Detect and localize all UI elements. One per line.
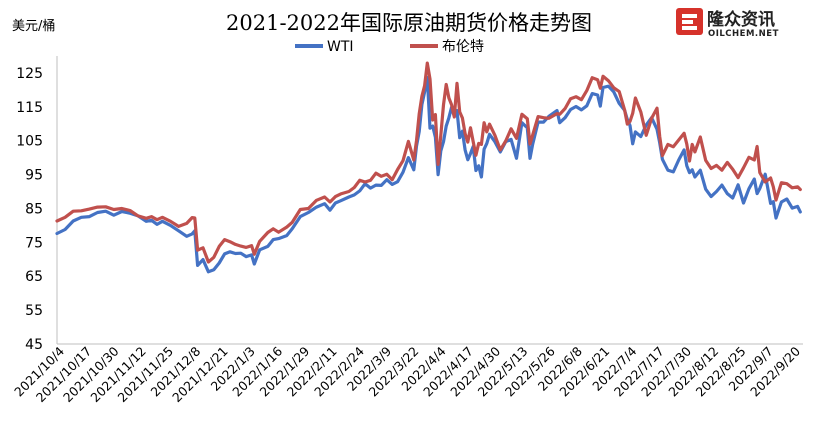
y-tick-label: 75 xyxy=(25,235,43,251)
y-tick-label: 125 xyxy=(16,66,43,82)
legend-label-wti: WTI xyxy=(327,39,354,55)
brand-logo: 隆众资讯 OILCHEM.NET xyxy=(676,8,779,39)
wti-line xyxy=(55,75,802,274)
y-tick-label: 105 xyxy=(16,134,43,150)
y-tick-label: 115 xyxy=(16,100,43,116)
series-lines xyxy=(55,61,802,274)
y-tick-label: 55 xyxy=(25,303,43,319)
chart-title: 2021-2022年国际原油期货价格走势图 xyxy=(226,11,592,35)
y-axis-ticks: 45 55 65 75 85 95 105 115 125 xyxy=(16,66,43,353)
legend: WTI 布伦特 xyxy=(295,39,484,55)
logo-text-en: OILCHEM.NET xyxy=(708,29,779,39)
y-axis-unit-label: 美元/桶 xyxy=(12,19,55,34)
y-tick-label: 45 xyxy=(25,337,43,353)
legend-label-brent: 布伦特 xyxy=(442,39,484,55)
y-tick-label: 95 xyxy=(25,168,43,184)
y-tick-label: 65 xyxy=(25,269,43,285)
y-tick-label: 85 xyxy=(25,201,43,217)
x-axis-ticks: 2021/10/42021/10/172021/10/302021/11/122… xyxy=(11,343,803,405)
logo-text-cn: 隆众资讯 xyxy=(707,9,775,30)
brent-line xyxy=(55,61,802,264)
